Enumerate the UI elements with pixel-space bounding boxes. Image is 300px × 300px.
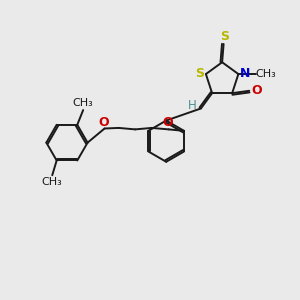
Text: CH₃: CH₃	[73, 98, 94, 108]
Text: CH₃: CH₃	[42, 177, 63, 187]
Text: H: H	[188, 99, 197, 112]
Text: O: O	[251, 84, 262, 97]
Text: O: O	[163, 116, 173, 129]
Text: S: S	[220, 30, 229, 44]
Text: CH₃: CH₃	[256, 69, 276, 79]
Text: O: O	[99, 116, 109, 128]
Text: N: N	[240, 67, 250, 80]
Text: S: S	[195, 67, 204, 80]
